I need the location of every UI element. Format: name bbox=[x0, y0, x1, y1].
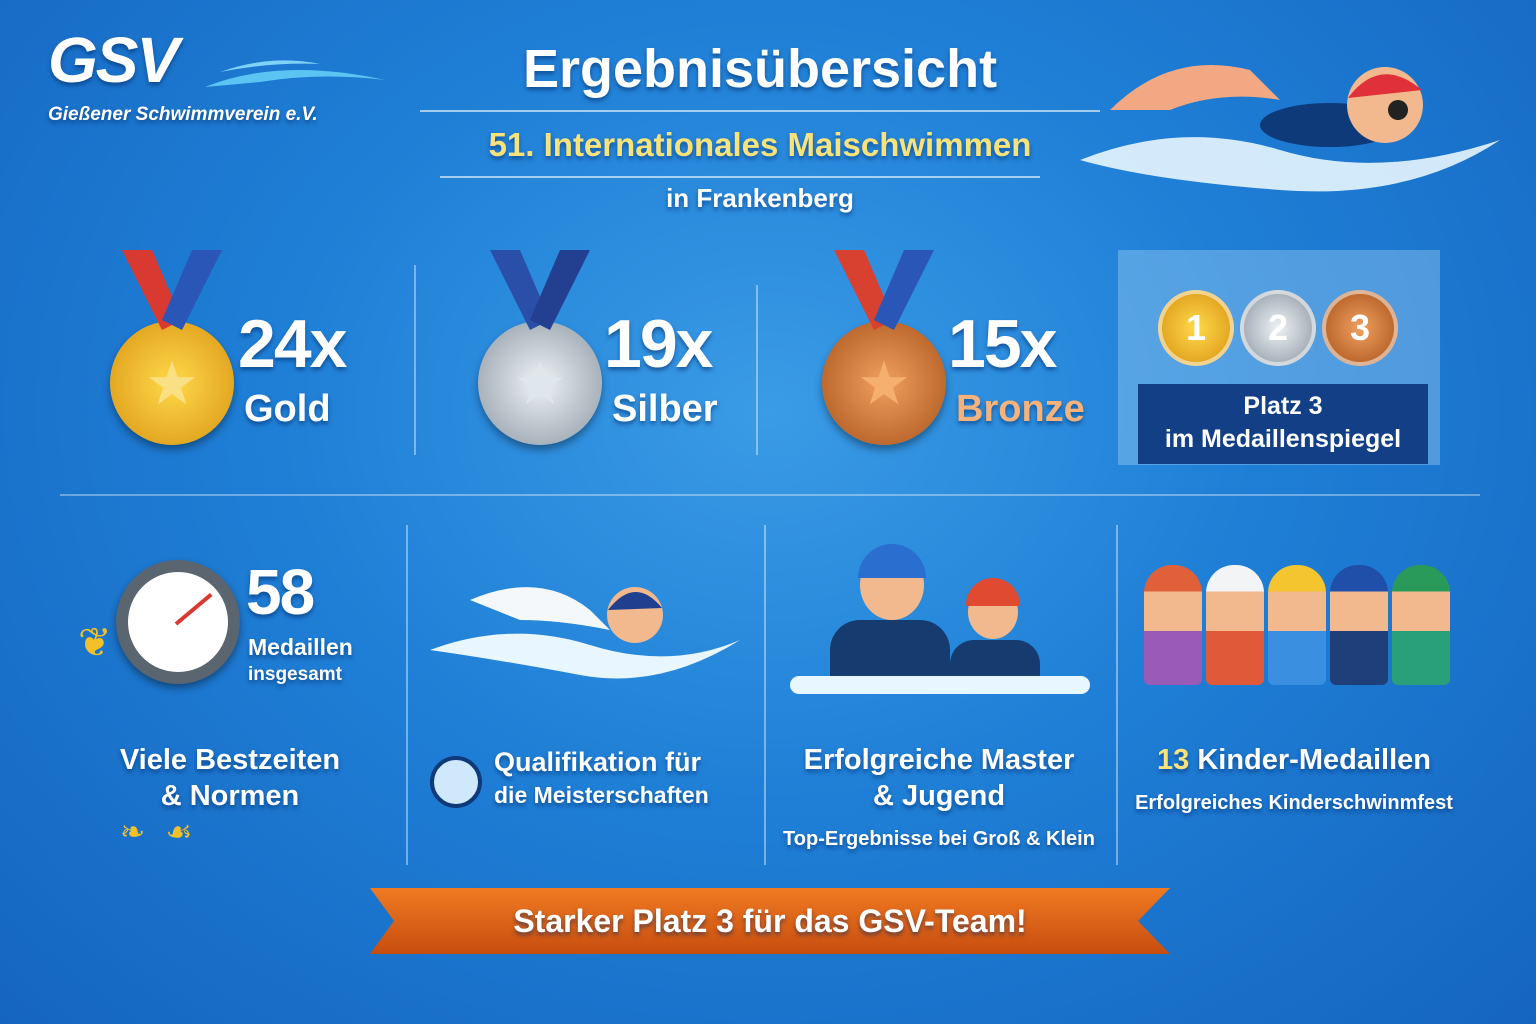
swimmer-illustration-icon bbox=[1080, 65, 1500, 192]
divider bbox=[440, 176, 1040, 178]
laurel-icon: ❦ bbox=[78, 621, 112, 665]
kids-label: Kinder-Medaillen bbox=[1197, 744, 1431, 776]
star-icon: ★ bbox=[110, 321, 234, 446]
ribbon-icon bbox=[490, 250, 590, 330]
silver-count: 19x bbox=[604, 306, 713, 382]
ribbon-icon bbox=[834, 250, 934, 330]
kids-group-icon bbox=[1144, 565, 1450, 687]
section-divider bbox=[60, 494, 1480, 496]
bronze-count: 15x bbox=[948, 306, 1057, 382]
place-1-medal: 1 bbox=[1158, 290, 1234, 366]
bronze-medal: ★ bbox=[822, 250, 946, 446]
qualification-line2: die Meisterschaften bbox=[494, 782, 709, 809]
event-location: in Frankenberg bbox=[666, 183, 854, 213]
summary-banner: Starker Platz 3 für das GSV-Team! bbox=[370, 888, 1170, 954]
logo-wave-icon bbox=[205, 60, 385, 87]
gold-label: Gold bbox=[244, 388, 331, 430]
page-title: Ergebnisübersicht bbox=[522, 39, 998, 99]
bronze-label: Bronze bbox=[956, 388, 1085, 430]
ranking-line2: im Medaillenspiegel bbox=[1164, 424, 1402, 453]
qualification-line1: Qualifikation für bbox=[494, 747, 702, 777]
star-icon: ★ bbox=[822, 321, 946, 446]
place-2-medal: 2 bbox=[1240, 290, 1316, 366]
star-icon: ★ bbox=[478, 321, 602, 446]
ribbon-icon bbox=[122, 250, 222, 330]
stopwatch-icon bbox=[430, 756, 482, 808]
silver-label: Silber bbox=[612, 388, 718, 430]
laurel-icon: ❧ ☙ bbox=[120, 816, 199, 849]
kids-sub: Erfolgreiches Kinderschwinmfest bbox=[1135, 792, 1453, 814]
kids-count: 13 bbox=[1157, 744, 1190, 776]
master-youth-swimmers-icon bbox=[790, 540, 1090, 700]
ranking-medals: 1 2 3 bbox=[1158, 290, 1398, 366]
logo-subtitle: Gießener Schwimmverein e.V. bbox=[48, 104, 318, 125]
master-line2: & Jugend bbox=[872, 780, 1006, 813]
kids-caption: 13 Kinder-Medaillen bbox=[1124, 742, 1464, 778]
total-label2: insgesamt bbox=[248, 664, 342, 685]
gold-count: 24x bbox=[238, 306, 347, 382]
gold-medal: ★ bbox=[110, 250, 234, 446]
bestzeiten-line1: Viele Bestzeiten bbox=[119, 744, 341, 776]
master-sub: Top-Ergebnisse bei Groß & Klein bbox=[783, 828, 1095, 850]
divider bbox=[406, 525, 408, 865]
silver-medal: ★ bbox=[478, 250, 602, 446]
ranking-line1: Platz 3 bbox=[1243, 392, 1323, 420]
master-caption: Erfolgreiche Master & Jugend bbox=[776, 742, 1102, 815]
stopwatch-icon bbox=[116, 560, 240, 684]
logo: GSV bbox=[48, 24, 179, 96]
divider bbox=[420, 110, 1100, 112]
divider bbox=[764, 525, 766, 865]
swimmer-icon bbox=[430, 587, 740, 679]
bestzeiten-caption: Viele Bestzeiten & Normen bbox=[60, 742, 400, 815]
event-title: 51. Internationales Maischwimmen bbox=[488, 126, 1032, 163]
bestzeiten-line2: & Normen bbox=[160, 780, 300, 813]
divider bbox=[756, 285, 758, 455]
qualification-caption: Qualifikation für die Meisterschaften bbox=[494, 744, 709, 811]
total-label1: Medaillen bbox=[248, 634, 353, 660]
total-medals: 58 bbox=[246, 556, 315, 628]
ranking-plate: Platz 3 im Medaillenspiegel bbox=[1138, 384, 1428, 464]
master-line1: Erfolgreiche Master bbox=[803, 744, 1075, 776]
place-3-medal: 3 bbox=[1322, 290, 1398, 366]
divider bbox=[414, 265, 416, 455]
divider bbox=[1116, 525, 1118, 865]
